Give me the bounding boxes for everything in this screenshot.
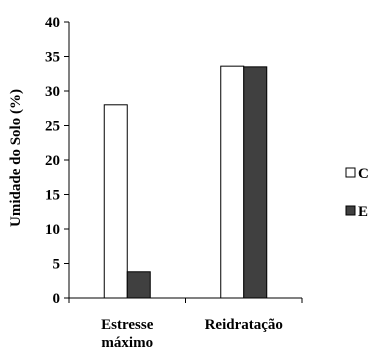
bar-E-1 [243,66,268,299]
y-tick-label: 10 [45,222,60,238]
y-tick-label: 15 [45,188,60,204]
x-tick-label: máximo [101,335,153,351]
x-axis: Estresse máximo Reidratação [68,297,303,351]
bar-C-0 [103,104,128,299]
legend-label-C: C [358,166,369,182]
legend-label-E: E [358,204,368,220]
y-axis: 0 5 10 15 20 25 30 35 40 [45,15,70,307]
bars [103,65,268,299]
legend-swatch-E [345,205,356,216]
x-tick-label: Reidratação [205,317,283,333]
y-tick-label: 25 [45,119,60,135]
y-tick-label: 35 [45,50,60,66]
x-tick-label: Estresse [101,317,154,333]
y-tick-label: 40 [45,15,60,31]
y-tick-label: 20 [45,153,60,169]
y-axis-title: Umidade do Solo (%) [8,89,24,227]
legend-swatch-C [345,167,356,178]
y-tick-label: 0 [53,291,61,307]
y-tick-label: 30 [45,84,60,100]
bar-C-1 [220,65,245,299]
y-tick-label: 5 [53,257,61,273]
bar-E-0 [126,271,151,299]
legend: CE [345,166,369,220]
